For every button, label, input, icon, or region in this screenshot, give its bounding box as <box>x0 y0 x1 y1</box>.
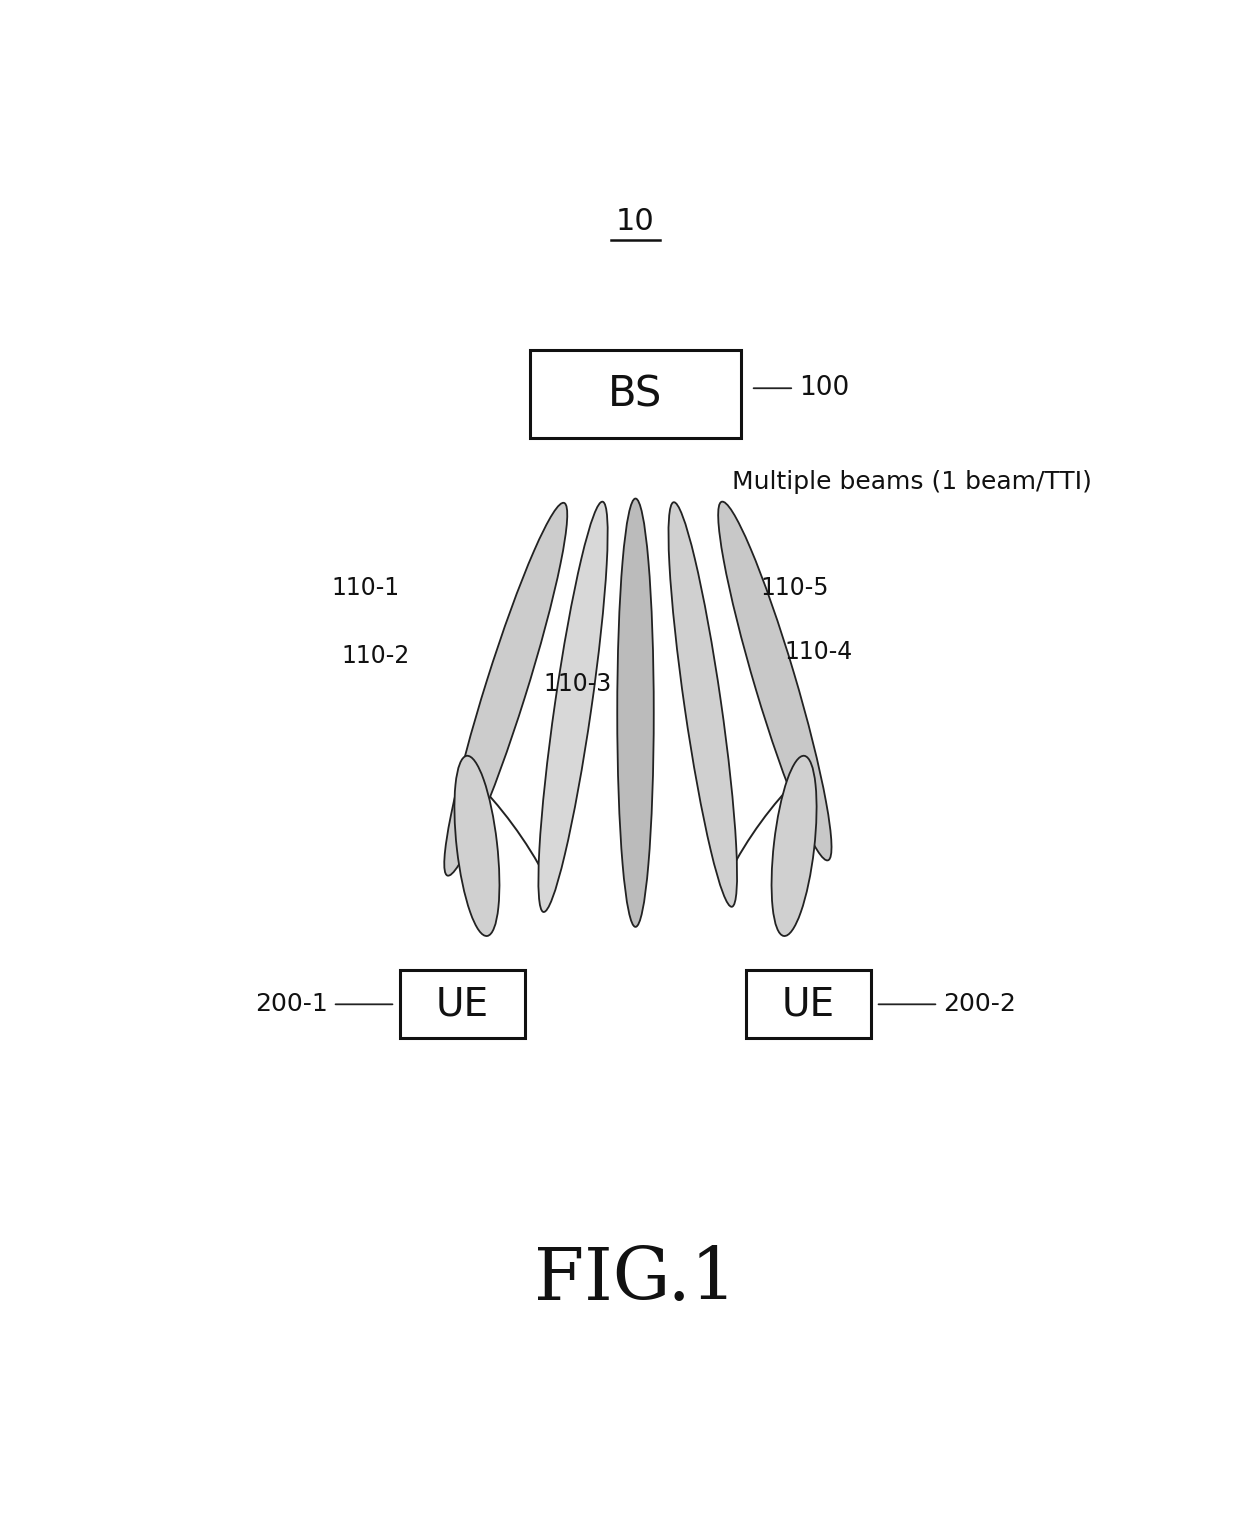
Text: UE: UE <box>436 986 489 1023</box>
Ellipse shape <box>444 503 567 876</box>
Ellipse shape <box>771 756 817 936</box>
Text: 110-3: 110-3 <box>543 672 613 696</box>
Text: 110-2: 110-2 <box>341 643 409 668</box>
Text: 110-4: 110-4 <box>785 640 853 664</box>
Text: 200-1: 200-1 <box>255 992 327 1017</box>
Ellipse shape <box>618 498 653 927</box>
Ellipse shape <box>718 501 832 861</box>
Text: Multiple beams (1 beam/TTI): Multiple beams (1 beam/TTI) <box>732 469 1091 494</box>
Text: UE: UE <box>782 986 835 1023</box>
Ellipse shape <box>668 503 737 907</box>
Bar <box>529 351 742 437</box>
Text: FIG.1: FIG.1 <box>534 1245 737 1315</box>
Bar <box>401 971 525 1038</box>
Text: 200-2: 200-2 <box>944 992 1016 1017</box>
Bar <box>746 971 870 1038</box>
Text: 110-5: 110-5 <box>760 576 828 600</box>
Ellipse shape <box>538 501 608 911</box>
Text: BS: BS <box>609 373 662 415</box>
Ellipse shape <box>454 756 500 936</box>
Text: 10: 10 <box>616 207 655 236</box>
Text: 100: 100 <box>799 375 849 401</box>
Text: 110-1: 110-1 <box>332 576 401 600</box>
